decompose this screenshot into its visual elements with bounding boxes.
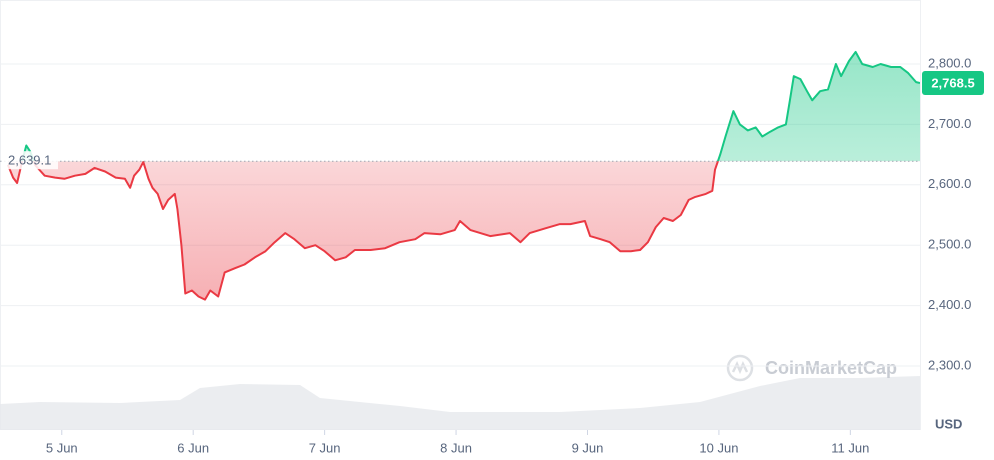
y-tick-label: 2,600.0 bbox=[928, 176, 971, 191]
x-tick-label: 5 Jun bbox=[46, 440, 78, 455]
area-up bbox=[22, 51, 920, 162]
last-price-box bbox=[922, 71, 984, 96]
y-tick-label: 2,700.0 bbox=[928, 116, 971, 131]
price-line-up bbox=[21, 50, 920, 162]
x-tick-label: 8 Jun bbox=[440, 440, 472, 455]
x-tick-label: 10 Jun bbox=[699, 440, 738, 455]
volume-area bbox=[0, 376, 920, 430]
currency-label: USD bbox=[935, 416, 962, 431]
x-tick-label: 9 Jun bbox=[572, 440, 604, 455]
watermark-logo bbox=[726, 354, 754, 382]
watermark: CoinMarketCap bbox=[765, 358, 897, 378]
x-tick-label: 6 Jun bbox=[177, 440, 209, 455]
price-line-down bbox=[6, 161, 719, 301]
baseline-label-bg bbox=[2, 151, 58, 170]
last-price-label: 2,768.5 bbox=[931, 75, 974, 90]
y-tick-label: 2,400.0 bbox=[928, 297, 971, 312]
area-down bbox=[7, 161, 920, 300]
x-tick-label: 11 Jun bbox=[831, 440, 869, 455]
y-tick-label: 2,800.0 bbox=[928, 55, 971, 70]
y-tick-label: 2,300.0 bbox=[928, 357, 971, 372]
y-tick-label: 2,500.0 bbox=[928, 237, 971, 252]
baseline-label: 2,639.1 bbox=[8, 153, 51, 168]
x-tick-label: 7 Jun bbox=[309, 440, 341, 455]
